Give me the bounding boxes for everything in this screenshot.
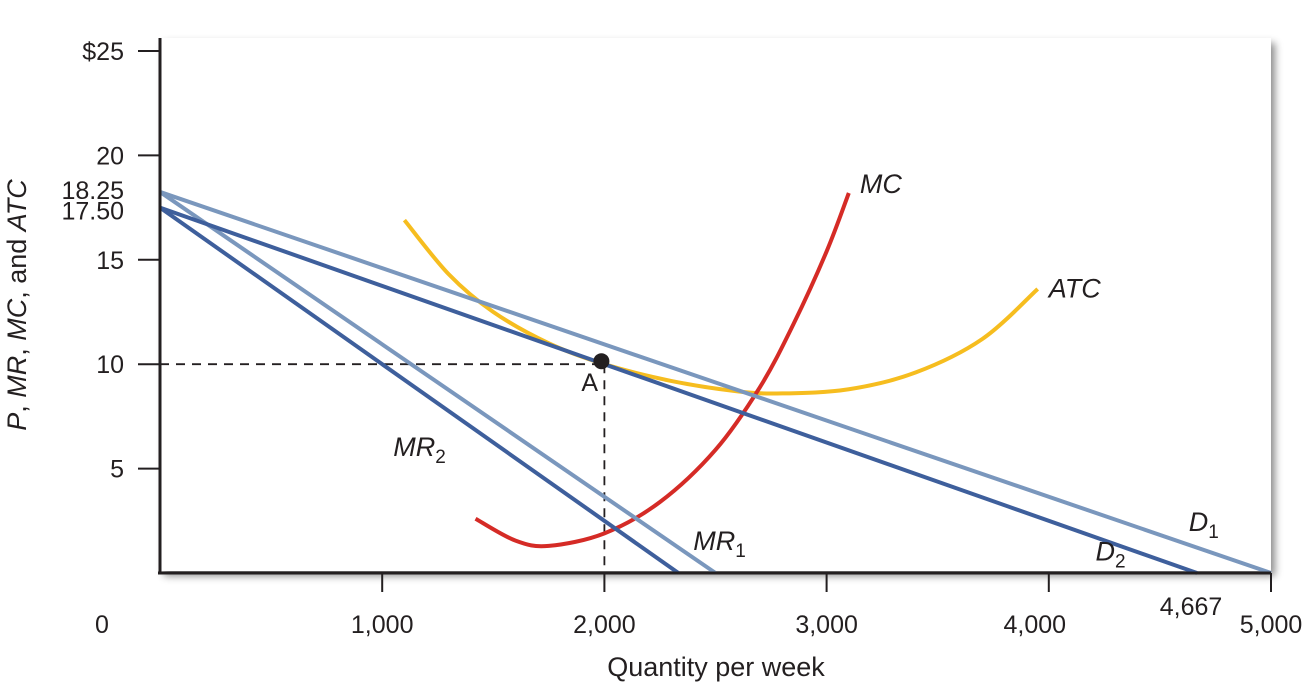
x-tick-label: 4,000 (1004, 611, 1067, 639)
point-a-marker (593, 353, 610, 370)
series-d2-line (159, 205, 1198, 575)
x-axis-title: Quantity per week (607, 652, 825, 682)
y-tick-label: 20 (96, 142, 124, 170)
series-label-mr1: MR1 (693, 526, 746, 562)
series-mr2-line (158, 205, 680, 575)
y-axis-title-part: MC (2, 298, 32, 340)
y-axis-title-part: , (2, 398, 32, 413)
series-label-main: ATC (1047, 273, 1101, 303)
x-tick-label: 4,667 (1160, 593, 1223, 621)
y-axis-title-part: MR (2, 356, 32, 398)
y-tick-label: 5 (110, 456, 124, 484)
y-axis-title-part: ATC (2, 179, 32, 233)
series-label-main: MR (393, 432, 435, 462)
y-tick-label: 17.50 (61, 198, 124, 226)
series-label-sub: 1 (1208, 522, 1219, 543)
point-a-label: A (581, 369, 598, 397)
series-label-mc: MC (860, 169, 902, 199)
series-atc-line (402, 218, 1040, 396)
y-tick-label: $25 (82, 38, 124, 66)
y-tick-label: 10 (96, 351, 124, 379)
series-mc-line (474, 192, 851, 549)
y-axis-title-part: , and (2, 231, 32, 299)
x-tick-label: 2,000 (573, 611, 636, 639)
series-mr1-line (158, 190, 717, 575)
series-label-sub: 2 (435, 447, 446, 468)
x-tick-label: 3,000 (795, 611, 858, 639)
series-label-main: D (1095, 536, 1115, 566)
y-tick-label: 18.25 (61, 177, 124, 205)
series-label-main: MR (693, 526, 735, 556)
series-label-main: MC (860, 169, 902, 199)
reference-lines (160, 363, 606, 573)
y-tick-label: 15 (96, 247, 124, 275)
series-d1-line (159, 190, 1272, 575)
point-layer: A (581, 353, 610, 397)
y-axis-title: P, MR, MC, and ATC (2, 179, 32, 431)
series-label-d1: D1 (1189, 507, 1219, 543)
y-axis-title-part: , (2, 341, 32, 356)
plot-area (160, 38, 1271, 571)
x-ticks: 1,000 2,000 3,000 4,000 4,667 5,000 (351, 573, 1302, 639)
series-label-mr2: MR2 (393, 432, 446, 468)
series-layer (158, 190, 1272, 575)
series-label-main: D (1189, 507, 1209, 537)
y-axis-title-part: P (2, 413, 32, 431)
series-label-sub: 1 (735, 541, 746, 562)
series-label-atc: ATC (1047, 273, 1101, 303)
series-label-d2: D2 (1095, 536, 1125, 572)
series-label-sub: 2 (1115, 551, 1126, 572)
origin-label: 0 (95, 611, 109, 639)
x-tick-label: 1,000 (351, 611, 414, 639)
x-tick-label: 5,000 (1240, 611, 1303, 639)
